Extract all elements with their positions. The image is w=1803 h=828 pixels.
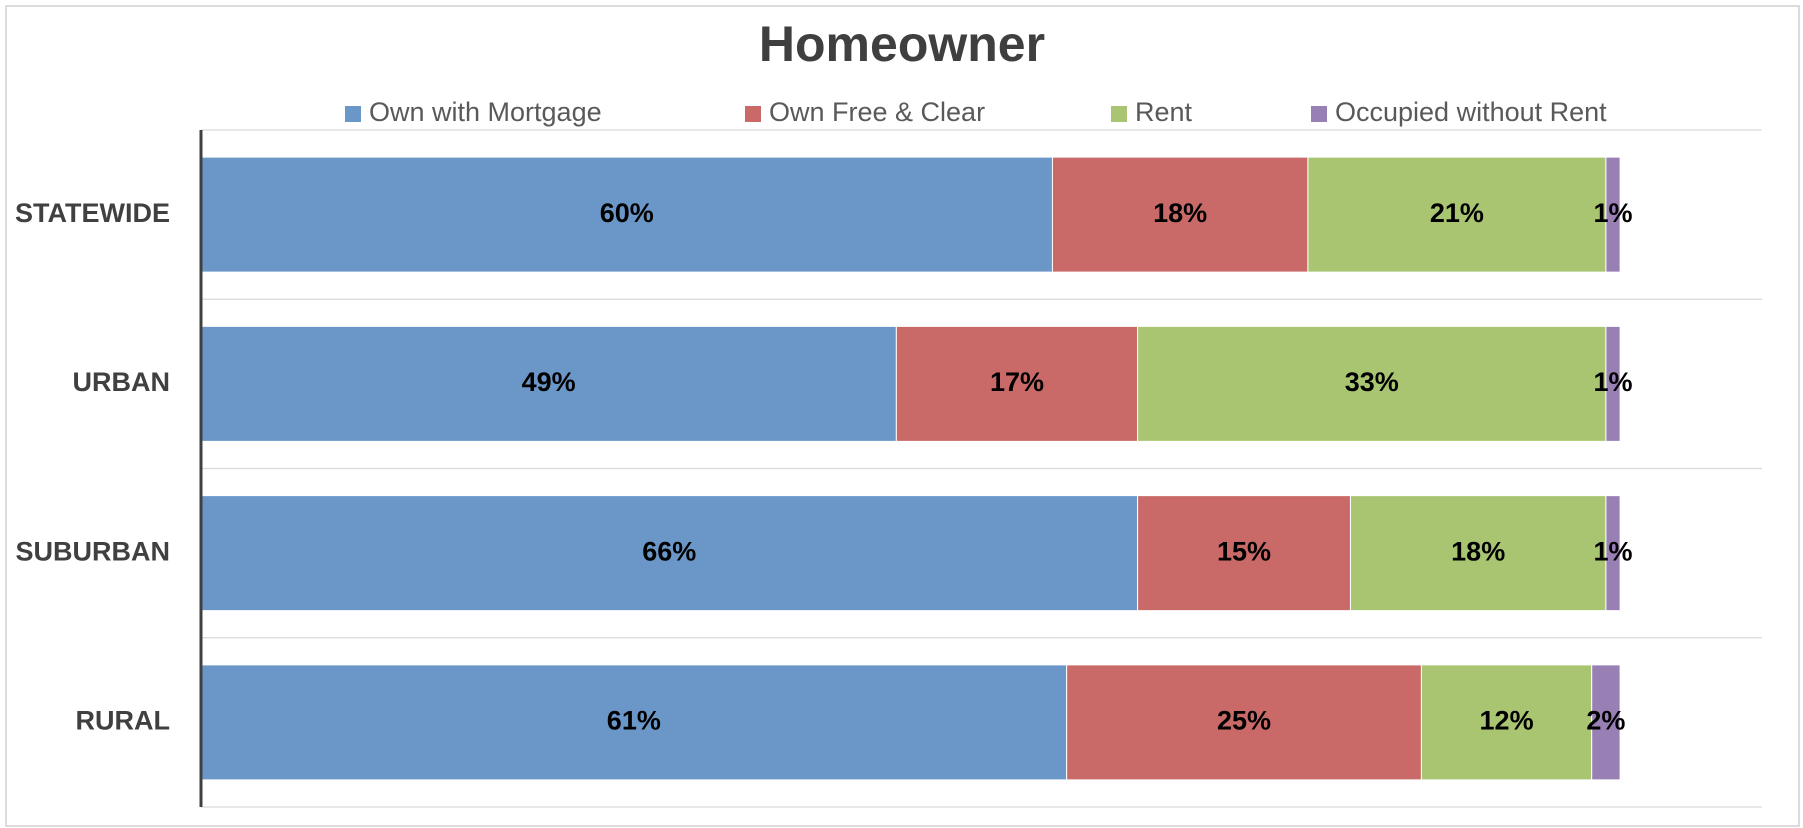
data-label: 61% — [607, 706, 661, 736]
y-tick-label: RURAL — [76, 706, 171, 736]
data-label: 2% — [1586, 706, 1625, 736]
bar-segment — [1066, 664, 1422, 781]
y-tick-label: STATEWIDE — [15, 198, 170, 228]
data-label: 17% — [990, 367, 1044, 397]
data-label: 66% — [642, 536, 696, 566]
bar-segment — [1137, 325, 1607, 442]
legend-swatch — [345, 106, 361, 122]
data-label: 1% — [1593, 536, 1632, 566]
legend-swatch — [1311, 106, 1327, 122]
chart-title: Homeowner — [759, 16, 1045, 72]
data-label: 21% — [1430, 198, 1484, 228]
data-label: 49% — [522, 367, 576, 397]
data-label: 1% — [1593, 367, 1632, 397]
bar-segment — [1051, 156, 1309, 273]
data-label: 18% — [1451, 536, 1505, 566]
data-label: 18% — [1153, 198, 1207, 228]
data-label: 33% — [1345, 367, 1399, 397]
bar-segment — [1605, 495, 1621, 612]
data-label: 25% — [1217, 706, 1271, 736]
bar-segment — [1349, 495, 1607, 612]
bar-segment — [1591, 664, 1621, 781]
legend-label: Own with Mortgage — [369, 97, 602, 127]
data-label: 12% — [1480, 706, 1534, 736]
bar-segment — [200, 664, 1068, 781]
data-label: 15% — [1217, 536, 1271, 566]
bar-segment — [1137, 495, 1351, 612]
bar-segment — [1605, 156, 1621, 273]
legend-label: Own Free & Clear — [769, 97, 985, 127]
legend-swatch — [1111, 106, 1127, 122]
bar-segment — [1605, 325, 1621, 442]
bar-segment — [1307, 156, 1607, 273]
legend-swatch — [745, 106, 761, 122]
bar-segment — [1420, 664, 1593, 781]
legend-label: Occupied without Rent — [1335, 97, 1607, 127]
legend-label: Rent — [1135, 97, 1193, 127]
y-tick-label: SUBURBAN — [16, 536, 171, 566]
bar-segment — [895, 325, 1139, 442]
data-label: 60% — [600, 198, 654, 228]
data-label: 1% — [1593, 198, 1632, 228]
y-tick-label: URBAN — [73, 367, 171, 397]
